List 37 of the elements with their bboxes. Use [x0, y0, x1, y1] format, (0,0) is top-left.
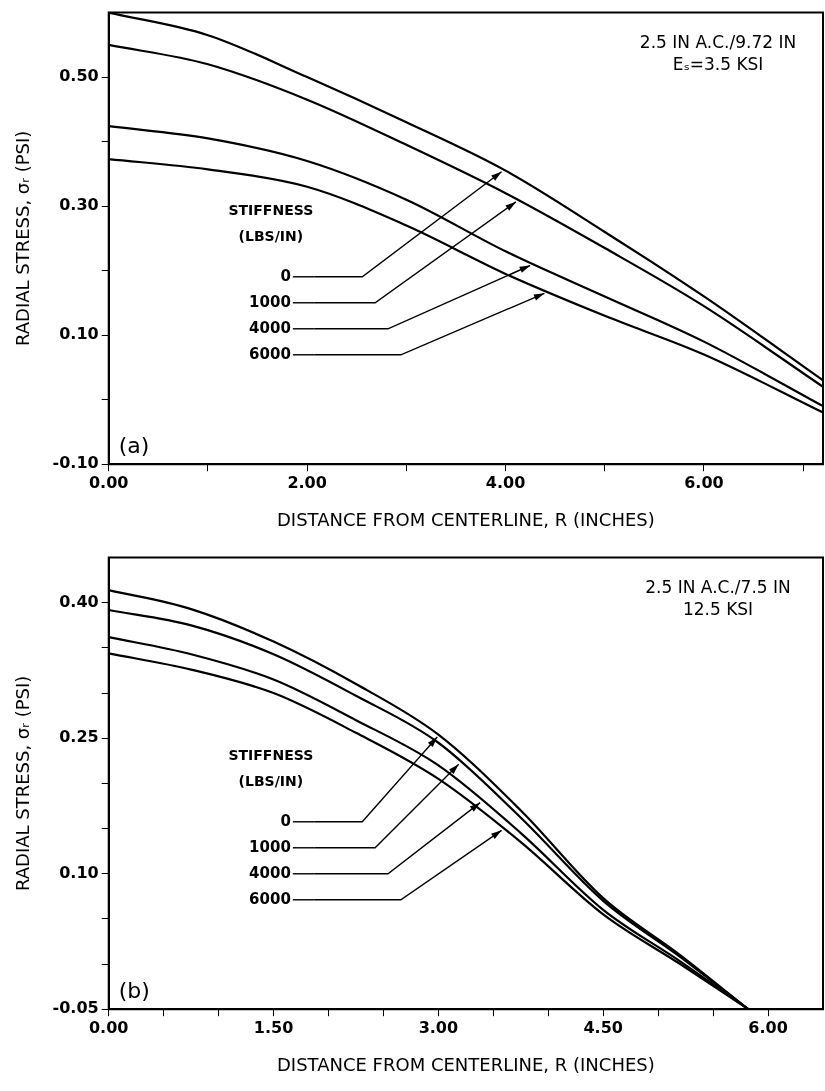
y-tick-label: 0.50 — [59, 66, 99, 86]
legend-label: 4000 — [249, 318, 291, 337]
x-tick-label: 0.00 — [88, 1017, 129, 1037]
y-axis-title: RADIAL STRESS, σᵣ (PSI) — [12, 675, 34, 892]
y-tick-label: -0.05 — [52, 998, 99, 1018]
y-axis-title: RADIAL STRESS, σᵣ (PSI) — [12, 130, 34, 347]
x-tick-label: 0.00 — [88, 472, 129, 492]
x-tick-label: 6.00 — [684, 472, 724, 492]
legend-label: 6000 — [249, 344, 291, 363]
x-tick-label: 4.50 — [583, 1017, 623, 1037]
y-tick-label: 0.10 — [59, 862, 99, 882]
legend-label: 0 — [280, 811, 291, 830]
annotation: (b) — [118, 977, 150, 1003]
annotation: Eₛ=3.5 KSI — [672, 53, 764, 74]
x-tick-label: 6.00 — [748, 1017, 788, 1037]
annotation: (a) — [118, 432, 150, 458]
legend-label: 1000 — [249, 292, 291, 311]
legend-label: 4000 — [249, 863, 291, 882]
legend-title: STIFFNESS (LBS/IN) — [228, 747, 314, 790]
x-tick-label: 2.00 — [287, 472, 327, 492]
x-tick-label: 4.00 — [485, 472, 526, 492]
annotation: 12.5 KSI — [682, 598, 754, 619]
legend-label: 6000 — [249, 889, 291, 908]
y-tick-label: -0.10 — [52, 453, 99, 473]
legend-title: STIFFNESS (LBS/IN) — [228, 202, 314, 245]
annotation: 2.5 IN A.C./7.5 IN — [645, 576, 791, 597]
y-tick-label: 0.25 — [59, 727, 99, 747]
x-tick-label: 3.00 — [418, 1017, 459, 1037]
y-tick-label: 0.10 — [59, 324, 99, 344]
x-axis-title: DISTANCE FROM CENTERLINE, R (INCHES) — [276, 508, 655, 530]
x-tick-label: 1.50 — [253, 1017, 294, 1037]
x-axis-title: DISTANCE FROM CENTERLINE, R (INCHES) — [276, 1053, 655, 1075]
legend-label: 1000 — [249, 837, 291, 856]
annotation: 2.5 IN A.C./9.72 IN — [639, 31, 797, 52]
y-tick-label: 0.30 — [59, 195, 99, 215]
y-tick-label: 0.40 — [59, 591, 99, 611]
legend-label: 0 — [280, 266, 291, 285]
